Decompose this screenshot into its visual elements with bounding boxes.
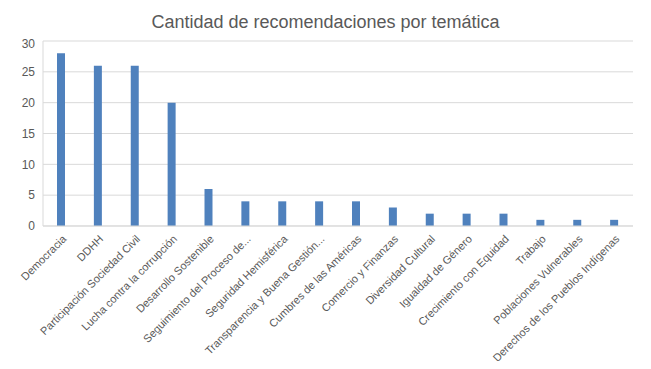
svg-text:Participación Sociedad Civil: Participación Sociedad Civil [37,232,143,337]
svg-text:15: 15 [22,127,36,141]
svg-text:DDHH: DDHH [74,233,105,264]
svg-text:Democracia: Democracia [19,232,70,283]
svg-text:Seguimiento del Proceso de...: Seguimiento del Proceso de... [140,232,253,345]
svg-text:Igualdad de Género: Igualdad de Género [396,232,475,310]
svg-text:Cumbres de las Américas: Cumbres de las Américas [266,232,364,330]
svg-text:0: 0 [28,219,35,233]
svg-text:Transparencia y Buena Gestión.: Transparencia y Buena Gestión... [202,232,327,357]
svg-text:Lucha contra la corrupción: Lucha contra la corrupción [79,232,180,333]
svg-text:25: 25 [22,65,36,79]
svg-text:5: 5 [28,188,35,202]
svg-text:30: 30 [22,37,36,51]
svg-text:Crecimiento con Equidad: Crecimiento con Equidad [415,232,511,328]
svg-text:20: 20 [22,96,36,110]
svg-text:Diversidad Cultural: Diversidad Cultural [363,233,437,307]
svg-text:Desarrollo Sostenible: Desarrollo Sostenible [133,232,216,315]
svg-text:Poblaciones Vulnerables: Poblaciones Vulnerables [490,232,585,327]
svg-text:Seguridad Hemisférica: Seguridad Hemisférica [202,232,290,320]
svg-text:Trabajo: Trabajo [513,233,548,268]
svg-text:Comercio y Finanzas: Comercio y Finanzas [318,232,401,315]
svg-text:Derechos de los Pueblos Indíge: Derechos de los Pueblos Indígenas [490,232,622,361]
svg-text:10: 10 [22,158,36,172]
html-text:Cantidad de recomendaciones po: Cantidad de recomendaciones por temática [151,12,500,32]
